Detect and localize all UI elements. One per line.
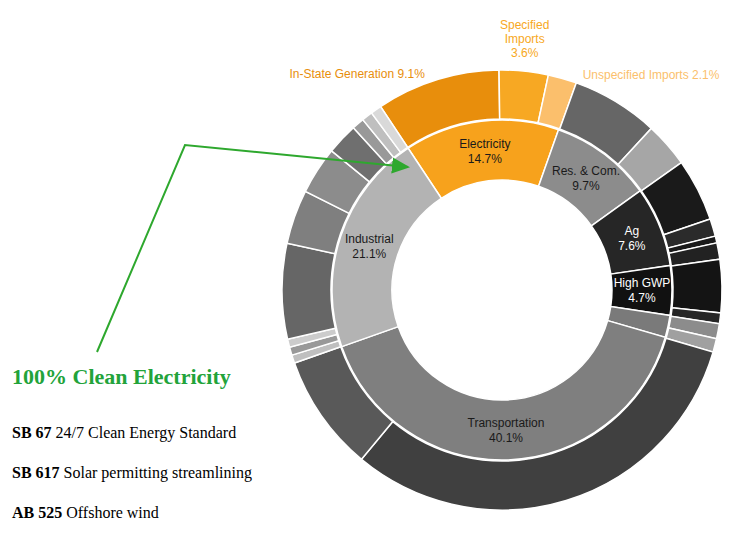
svg-text:Ag7.6%: Ag7.6% [618,224,646,253]
svg-text:Unspecified Imports 2.1%: Unspecified Imports 2.1% [583,68,720,82]
html-text:SB 67 24/7 Clean Energy Standa: SB 67 24/7 Clean Energy Standard [12,424,237,441]
html-text:SB 617 Solar permitting stream: SB 617 Solar permitting streamlining [12,464,252,481]
html-text:100% Clean Electricity: 100% Clean Electricity [12,364,231,389]
svg-text:Transportation40.1%: Transportation40.1% [468,416,545,445]
svg-text:Electricity14.7%: Electricity14.7% [459,137,510,166]
svg-text:Industrial21.1%: Industrial21.1% [345,232,394,261]
svg-text:SpecifiedImports3.6%: SpecifiedImports3.6% [500,18,549,60]
svg-text:High GWP4.7%: High GWP4.7% [614,276,671,305]
html-text:AB 525 Offshore wind: AB 525 Offshore wind [12,504,159,521]
svg-text:In-State Generation 9.1%: In-State Generation 9.1% [289,67,425,81]
svg-text:Res. & Com.9.7%: Res. & Com.9.7% [552,164,620,193]
